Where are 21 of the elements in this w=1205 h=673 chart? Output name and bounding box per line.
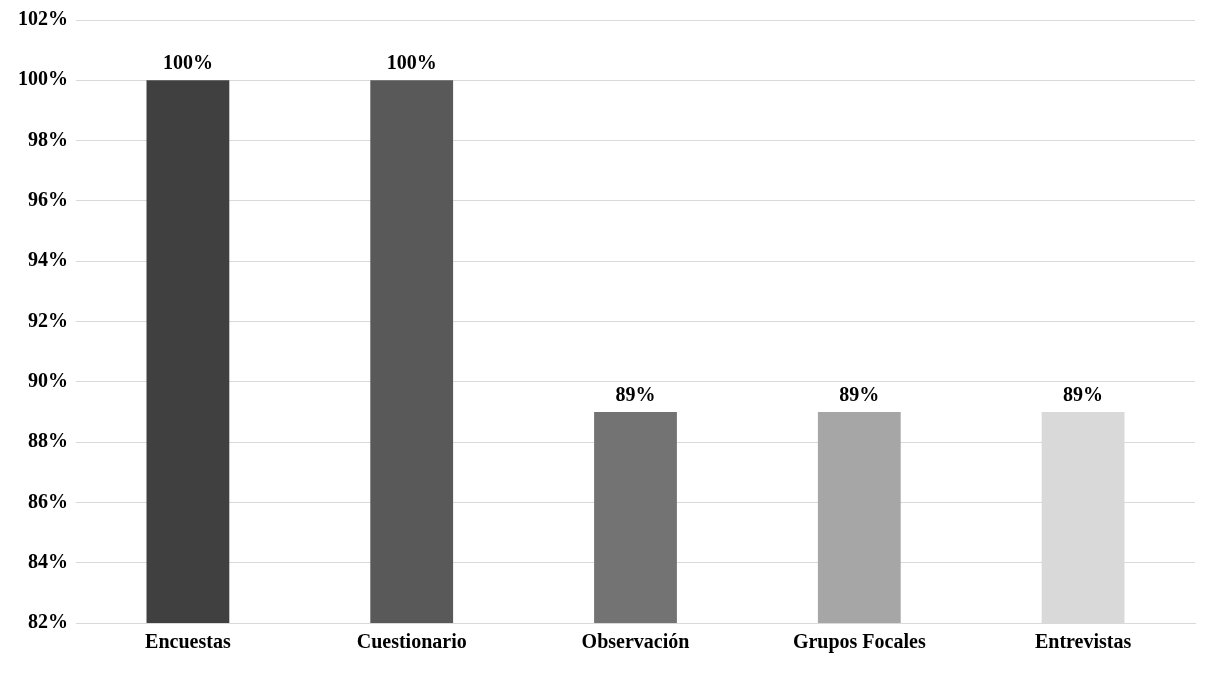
data-label: 89% [615, 383, 656, 406]
y-tick-label: 86% [28, 489, 68, 512]
y-tick-label: 92% [28, 308, 68, 331]
data-label: 89% [1063, 383, 1104, 406]
x-tick-label: Grupos Focales [792, 630, 926, 654]
x-tick-label: Observación [581, 630, 690, 653]
x-tick-label: Entrevistas [1034, 630, 1132, 653]
y-tick-label: 82% [28, 610, 68, 633]
data-label: 100% [162, 51, 213, 74]
x-tick-label: Encuestas [145, 630, 231, 653]
data-label: 100% [386, 51, 437, 74]
y-tick-label: 102% [18, 7, 68, 30]
y-tick-label: 100% [18, 67, 68, 90]
data-label: 89% [839, 383, 880, 406]
x-tick-label: Cuestionario [356, 630, 467, 653]
y-tick-label: 96% [28, 188, 68, 211]
y-tick-label: 90% [28, 368, 68, 391]
y-tick-label: 88% [28, 429, 68, 452]
y-tick-label: 84% [28, 549, 68, 572]
y-tick-label: 94% [28, 248, 68, 271]
y-tick-label: 98% [28, 127, 68, 150]
